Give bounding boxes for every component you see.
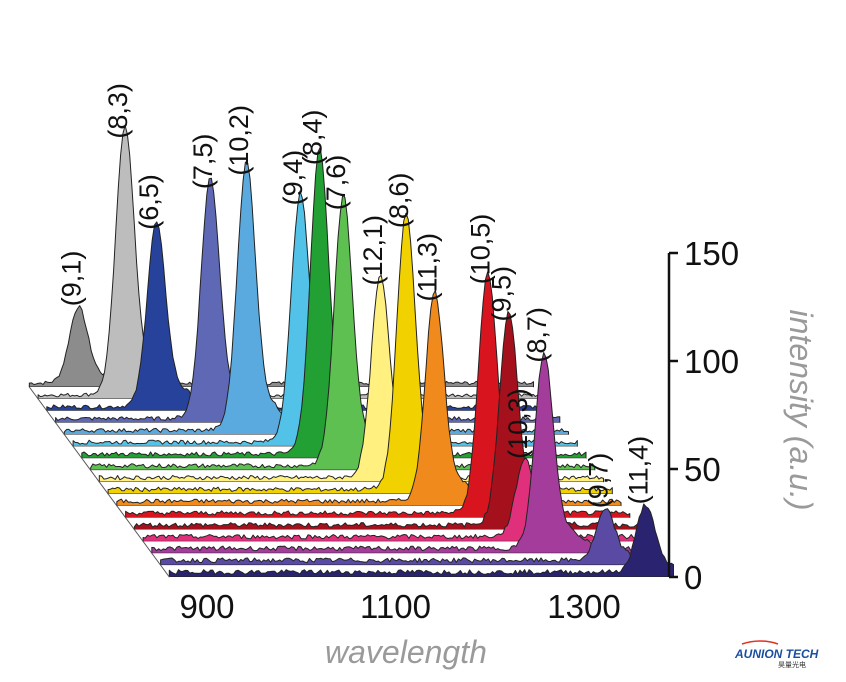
peak-label: (12,1)	[358, 215, 388, 286]
peak-label: (10,3)	[503, 388, 533, 459]
peak-label: (8,3)	[103, 83, 133, 139]
x-tick-label: 1100	[360, 588, 431, 625]
spectrum-114-area	[168, 503, 674, 578]
y-tick-label: 100	[684, 343, 739, 380]
peak-label: (8,7)	[522, 307, 552, 363]
logo-subtext: 昊量光电	[778, 660, 806, 669]
y-tick-label: 0	[684, 559, 702, 596]
y-axis-title: intensity (a.u.)	[783, 310, 819, 511]
aunion-logo: AUNION TECH 昊量光电	[734, 640, 819, 669]
peak-label: (11,4)	[623, 436, 653, 505]
y-tick-label: 50	[684, 451, 721, 488]
y-tick-label: 150	[684, 235, 739, 272]
peak-label: (9,1)	[56, 251, 86, 307]
x-axis-title: wavelength	[325, 634, 487, 670]
peak-label: (7,6)	[321, 155, 351, 211]
peak-label: (9,5)	[487, 266, 517, 322]
peak-label: (8,4)	[297, 110, 327, 166]
y-axis	[667, 251, 678, 579]
x-tick-label: 900	[179, 588, 234, 625]
floor-edge-line	[28, 386, 170, 578]
peak-label: (9,4)	[278, 150, 308, 206]
spectrum-87-area	[151, 352, 657, 554]
peak-label: (7,5)	[188, 134, 218, 190]
peak-label: (11,3)	[412, 233, 442, 302]
peak-label: (10,5)	[466, 214, 496, 285]
logo-text: AUNION TECH	[734, 647, 819, 661]
spectrum-97-area	[160, 508, 666, 566]
peak-label: (6,5)	[134, 174, 164, 230]
peak-label: (9,7)	[583, 453, 613, 509]
x-tick-label: 1300	[547, 588, 620, 625]
peak-label: (10,2)	[224, 105, 254, 176]
peak-label: (8,6)	[384, 173, 414, 229]
